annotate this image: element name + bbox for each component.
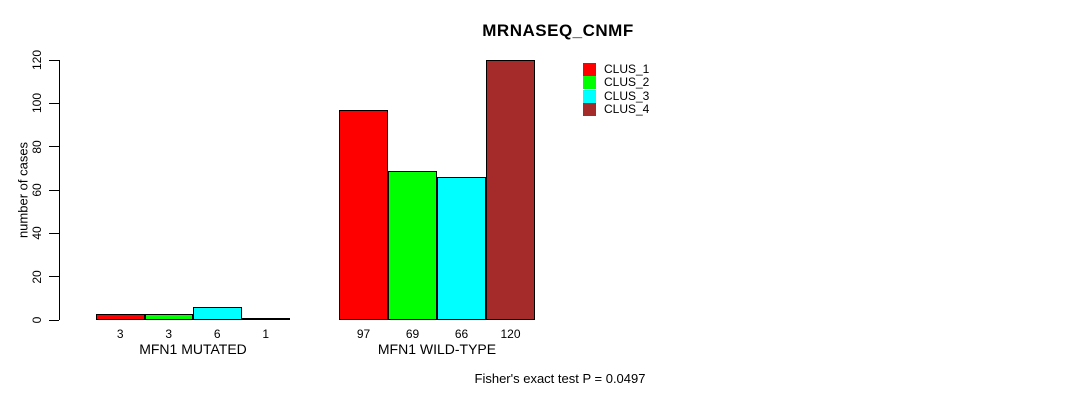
bar-value-label: 66: [454, 327, 469, 341]
legend-label-clus_4: CLUS_4: [604, 102, 650, 117]
bar-clus_4-group1: [241, 317, 290, 320]
y-axis-tick-label: 80: [30, 139, 44, 154]
legend-swatch-clus_1: [583, 63, 596, 76]
legend-label-clus_3: CLUS_3: [604, 88, 650, 103]
bar-value-label: 1: [262, 327, 270, 341]
group-label-2: MFN1 WILD-TYPE: [377, 341, 497, 357]
bar-value-label: 3: [165, 327, 173, 341]
legend-label-clus_2: CLUS_2: [604, 75, 650, 90]
legend-label-clus_1: CLUS_1: [604, 62, 650, 76]
bar-clus_4-group2: [486, 60, 535, 320]
bar-clus_3-group2: [437, 177, 486, 320]
y-axis-line: [59, 60, 60, 320]
y-axis-tick-label: 60: [30, 183, 44, 197]
group-label-1: MFN1 MUTATED: [139, 341, 247, 357]
bar-clus_3-group1: [193, 307, 242, 320]
y-axis-tick-label: 120: [30, 49, 44, 71]
legend-swatch-clus_2: [583, 76, 596, 90]
bar-value-label: 97: [356, 327, 371, 341]
legend-swatch-clus_4: [583, 103, 596, 117]
y-axis-title: number of cases: [15, 141, 31, 239]
bar-value-label: 120: [500, 327, 521, 341]
y-axis-tick-label: 20: [30, 269, 44, 284]
bar-value-label: 3: [116, 327, 124, 341]
y-axis-tick-label: 100: [30, 93, 44, 114]
y-axis-tick: [49, 146, 59, 148]
y-axis-tick: [49, 232, 59, 234]
y-axis-tick: [49, 102, 59, 104]
bar-clus_2-group2: [388, 170, 437, 320]
y-axis-tick: [49, 319, 59, 321]
bar-clus_1-group1: [96, 313, 145, 320]
chart-title: MRNASEQ_CNMF: [482, 21, 634, 40]
y-axis-tick: [49, 59, 59, 61]
y-axis-tick-label: 40: [30, 226, 44, 241]
fisher-test-annotation: Fisher's exact test P = 0.0497: [474, 371, 646, 386]
bar-clus_1-group2: [339, 109, 388, 320]
legend-swatch-clus_3: [583, 89, 596, 103]
y-axis-tick: [49, 189, 59, 191]
bar-value-label: 6: [213, 327, 221, 341]
y-axis-tick: [49, 276, 59, 278]
bar-value-label: 69: [405, 327, 420, 341]
y-axis-tick-label: 0: [30, 316, 44, 324]
bar-clus_2-group1: [144, 313, 193, 320]
